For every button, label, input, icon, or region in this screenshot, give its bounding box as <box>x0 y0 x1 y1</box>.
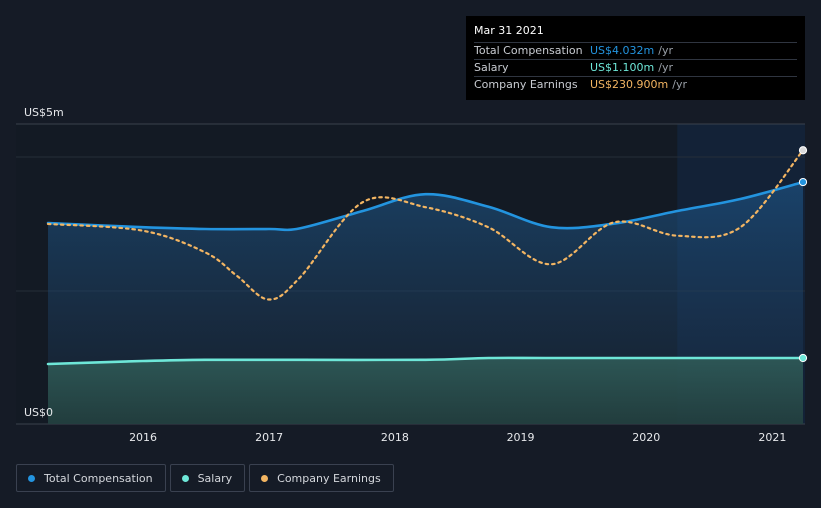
legend-dot-icon <box>28 474 35 482</box>
total-compensation-line <box>46 180 805 232</box>
company-earnings-end-point <box>798 146 808 155</box>
x-tick-label: 2020 <box>632 431 660 444</box>
salary-line <box>46 356 805 366</box>
tooltip-date: Mar 31 2021 <box>474 24 797 43</box>
tooltip-row-total-compensation: Total Compensation US$4.032m /yr <box>474 43 797 60</box>
x-tick-label: 2017 <box>255 431 283 444</box>
x-tick-label: 2018 <box>381 431 409 444</box>
company-earnings-line <box>46 149 805 301</box>
legend-item-salary[interactable]: Salary <box>169 464 246 492</box>
tooltip-unit: /yr <box>672 78 687 91</box>
salary-end-point <box>798 353 808 363</box>
tooltip-label: Salary <box>474 61 509 74</box>
legend-item-total-compensation[interactable]: Total Compensation <box>16 464 166 492</box>
tooltip-label: Total Compensation <box>474 44 583 57</box>
legend-item-company-earnings[interactable]: Company Earnings <box>249 464 394 492</box>
y-tick-label: US$0 <box>24 406 53 419</box>
tooltip-row-company-earnings: Company Earnings US$230.900m /yr <box>474 77 797 93</box>
tooltip-label: Company Earnings <box>474 78 578 91</box>
x-tick-label: 2019 <box>507 431 535 444</box>
legend: Total Compensation Salary Company Earnin… <box>16 464 394 492</box>
y-tick-label: US$5m <box>24 106 64 119</box>
tooltip-value: US$4.032m <box>590 44 655 57</box>
legend-label: Total Compensation <box>44 471 153 485</box>
salary-area <box>48 357 803 424</box>
tooltip-value: US$1.100m <box>590 61 655 74</box>
legend-label: Salary <box>197 471 233 485</box>
legend-dot-icon <box>181 474 189 482</box>
tooltip-row-salary: Salary US$1.100m /yr <box>474 60 797 77</box>
tooltip-unit: /yr <box>658 44 673 57</box>
tooltip-unit: /yr <box>658 61 673 74</box>
tooltip: Mar 31 2021 Total Compensation US$4.032m… <box>466 16 805 100</box>
x-tick-label: 2016 <box>129 431 157 444</box>
legend-dot-icon <box>261 474 269 482</box>
legend-label: Company Earnings <box>277 471 381 485</box>
x-tick-label: 2021 <box>758 431 786 444</box>
total-compensation-end-point <box>798 177 808 187</box>
tooltip-value: US$230.900m <box>590 78 669 91</box>
